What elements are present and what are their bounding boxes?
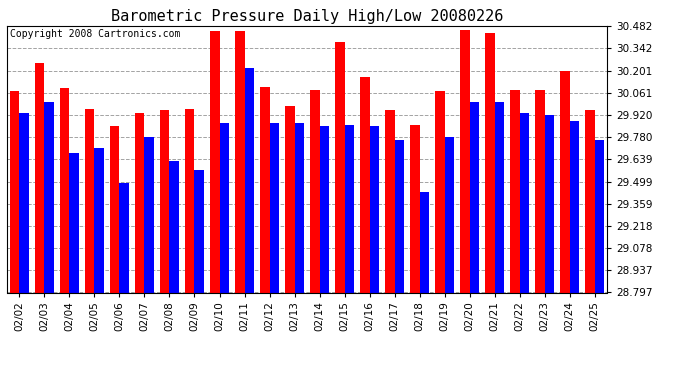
Bar — [319, 126, 329, 375]
Bar — [595, 140, 604, 375]
Bar — [535, 90, 544, 375]
Bar — [585, 110, 595, 375]
Bar — [219, 123, 229, 375]
Bar — [495, 102, 504, 375]
Bar — [244, 68, 254, 375]
Bar — [60, 88, 70, 375]
Bar — [19, 114, 29, 375]
Bar — [235, 31, 244, 375]
Bar — [544, 115, 554, 375]
Bar — [285, 106, 295, 375]
Bar — [395, 140, 404, 375]
Bar — [470, 102, 479, 375]
Bar — [570, 122, 579, 375]
Bar — [510, 90, 520, 375]
Bar — [70, 153, 79, 375]
Bar — [160, 110, 170, 375]
Bar — [370, 126, 379, 375]
Bar — [310, 90, 319, 375]
Bar — [335, 42, 344, 375]
Bar — [444, 137, 454, 375]
Bar — [95, 148, 104, 375]
Bar — [195, 170, 204, 375]
Bar — [460, 30, 470, 375]
Bar — [360, 77, 370, 375]
Bar — [295, 123, 304, 375]
Bar — [485, 33, 495, 375]
Bar — [110, 126, 119, 375]
Bar — [44, 102, 54, 375]
Bar — [10, 92, 19, 375]
Bar — [144, 137, 154, 375]
Bar — [170, 161, 179, 375]
Bar — [410, 124, 420, 375]
Bar — [270, 123, 279, 375]
Bar — [560, 71, 570, 375]
Bar — [135, 114, 144, 375]
Text: Copyright 2008 Cartronics.com: Copyright 2008 Cartronics.com — [10, 29, 180, 39]
Bar — [210, 31, 219, 375]
Title: Barometric Pressure Daily High/Low 20080226: Barometric Pressure Daily High/Low 20080… — [111, 9, 503, 24]
Bar — [85, 109, 95, 375]
Bar — [520, 114, 529, 375]
Bar — [185, 109, 195, 375]
Bar — [435, 92, 444, 375]
Bar — [119, 183, 129, 375]
Bar — [420, 192, 429, 375]
Bar — [260, 87, 270, 375]
Bar — [35, 63, 44, 375]
Bar — [344, 124, 354, 375]
Bar — [385, 110, 395, 375]
